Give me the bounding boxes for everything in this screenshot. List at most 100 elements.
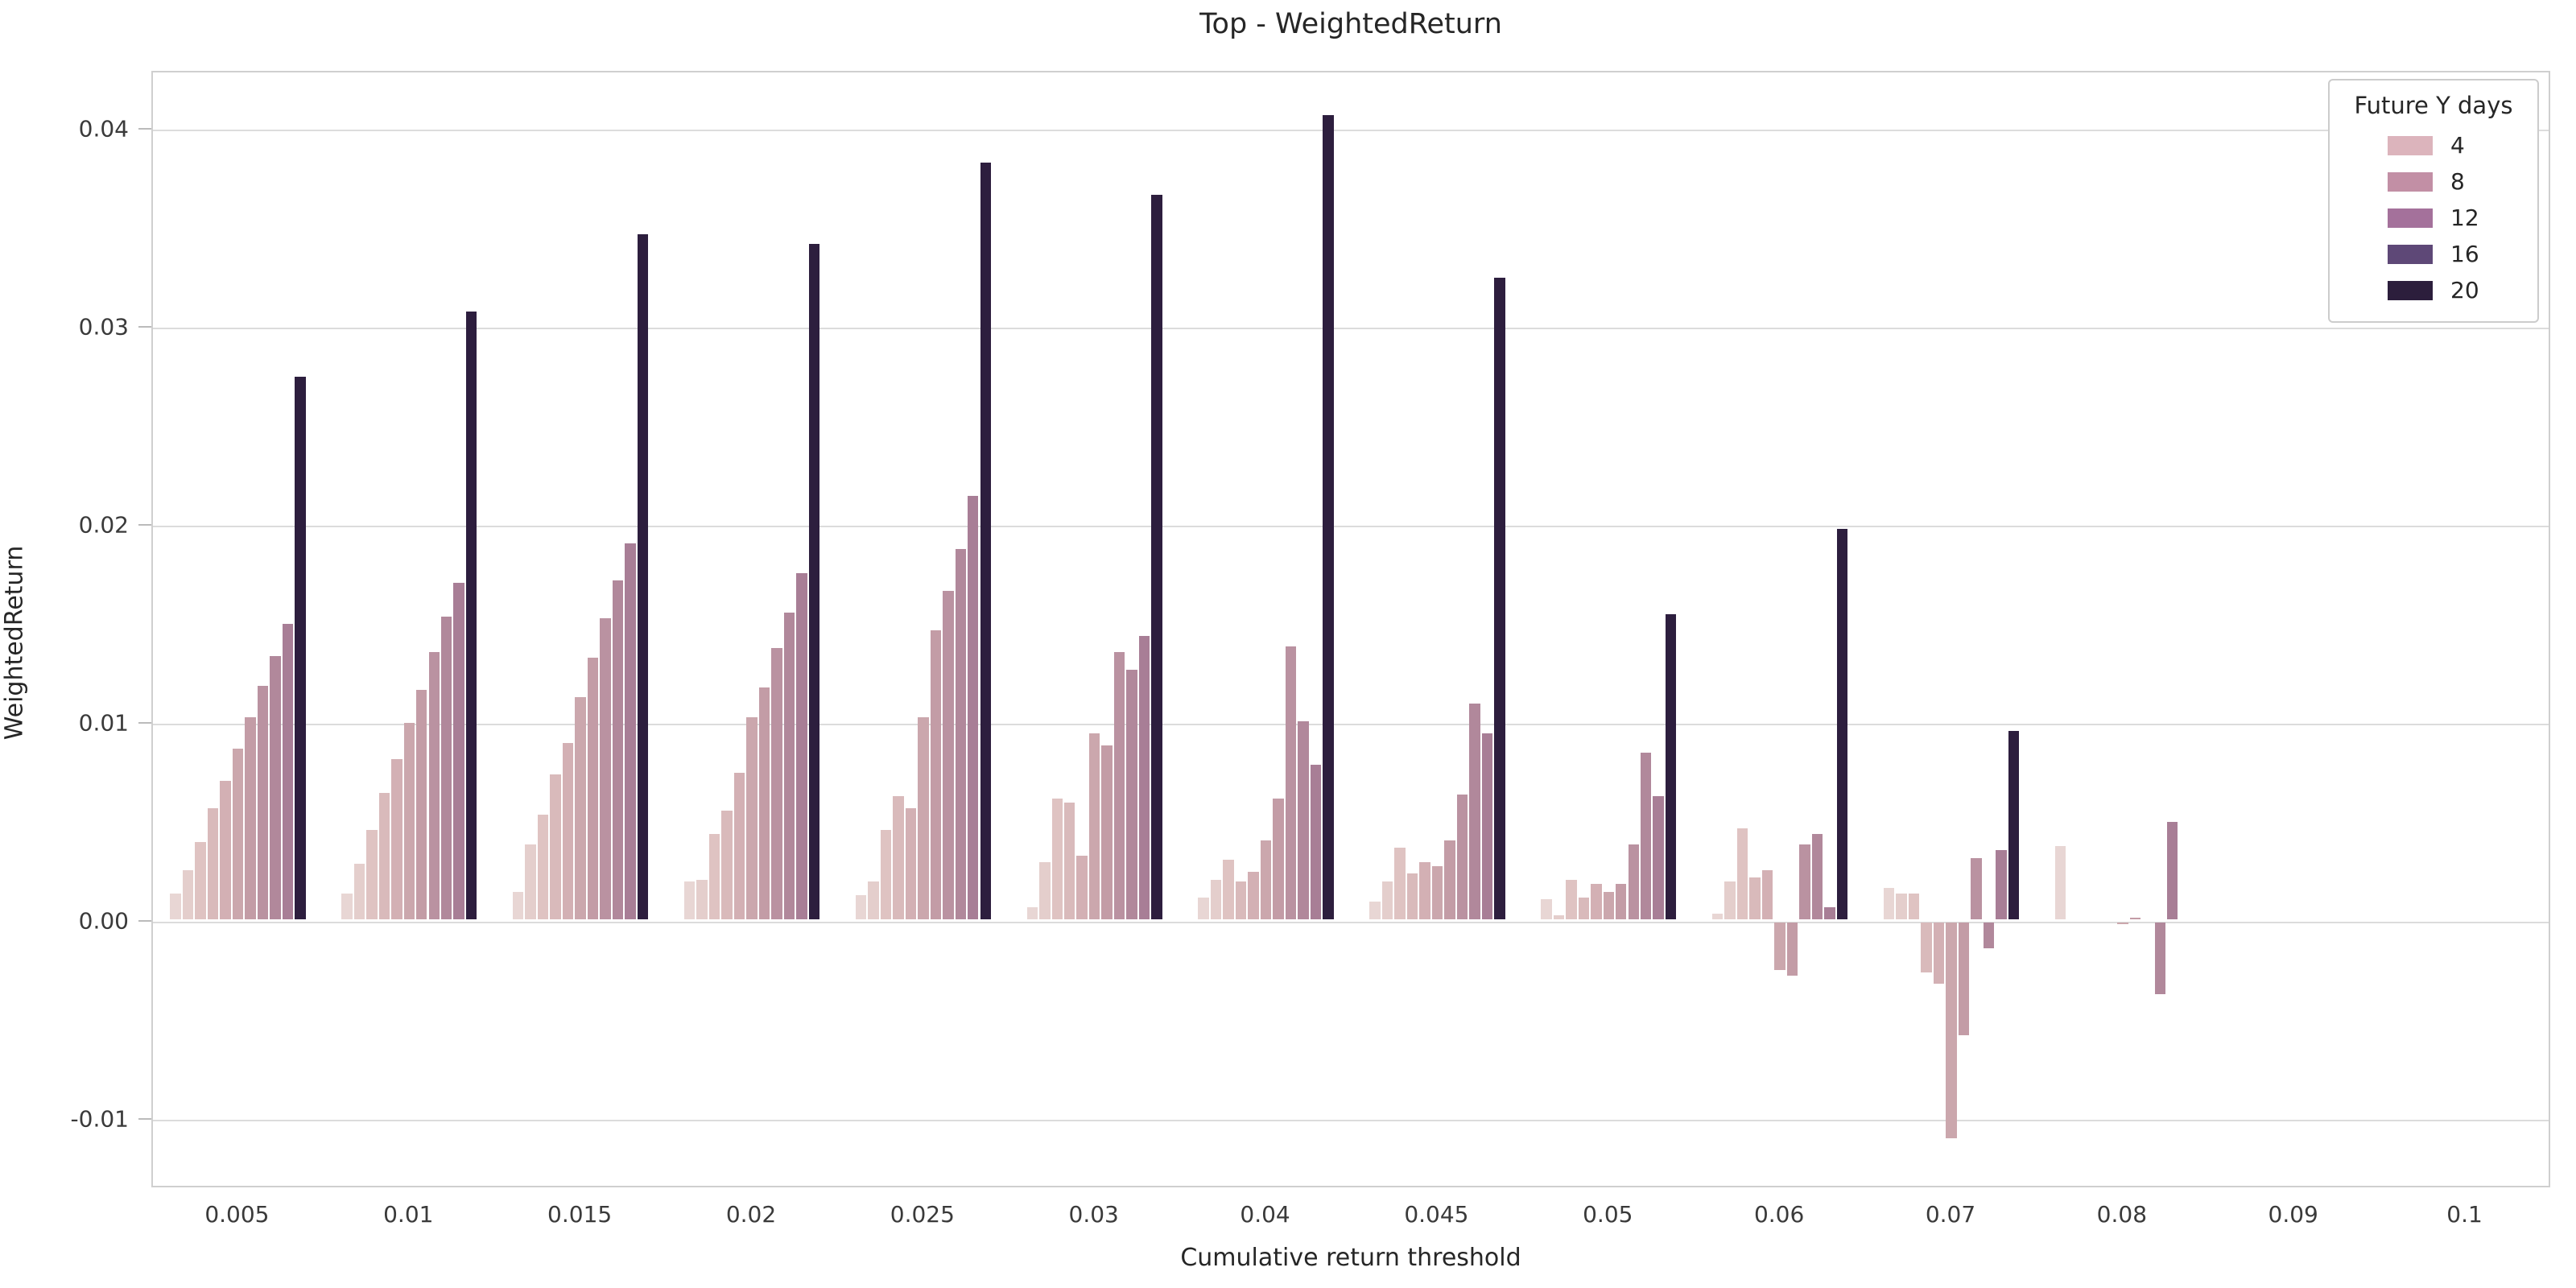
bar-days-20	[637, 233, 649, 919]
bar-days-3	[708, 834, 720, 919]
bar-days-20	[980, 163, 991, 919]
bar-group-0.04	[1198, 72, 1335, 1186]
bar-days-1	[1369, 901, 1381, 919]
legend: Future Y days 4 8 12 16 20	[2328, 79, 2539, 323]
x-tick-label: 0.03	[1068, 1201, 1119, 1228]
bar-days-9	[2154, 923, 2166, 994]
bar-group-0.03	[1026, 72, 1164, 1186]
x-tick-label: 0.08	[2096, 1201, 2148, 1228]
bar-days-5	[905, 808, 917, 919]
bar-days-1	[1198, 897, 1209, 919]
bar-group-0.05	[1541, 72, 1678, 1186]
bar-days-4	[1235, 881, 1247, 919]
bar-days-20	[1151, 194, 1162, 919]
bar-days-6	[1946, 923, 1957, 1139]
y-tick-label: 0.03	[78, 313, 129, 341]
bar-days-3	[195, 842, 206, 919]
bar-days-7	[587, 658, 599, 919]
x-tick-label: 0.05	[1583, 1201, 1633, 1228]
bar-days-9	[1298, 721, 1309, 919]
x-tick-label: 0.045	[1404, 1201, 1469, 1228]
bar-days-9	[1469, 703, 1480, 919]
legend-swatch	[2388, 171, 2433, 192]
bar-days-3	[1223, 860, 1234, 919]
y-tick-label: -0.01	[70, 1105, 129, 1133]
bar-days-9	[955, 548, 967, 919]
bar-days-4	[1921, 923, 1932, 972]
bar-days-20	[1494, 277, 1505, 919]
bar-days-20	[1323, 115, 1334, 919]
gridline	[153, 922, 2549, 923]
bar-days-6	[746, 717, 758, 919]
bar-days-20	[2008, 731, 2020, 919]
bar-days-10	[1996, 849, 2007, 919]
gridline	[153, 1120, 2549, 1121]
bar-days-5	[391, 758, 402, 919]
bar-days-3	[1736, 828, 1748, 919]
bar-days-1	[1712, 913, 1724, 919]
bar-days-8	[1628, 844, 1639, 919]
legend-entry-4: 4	[2330, 127, 2537, 163]
bar-days-10	[625, 543, 636, 919]
legend-entry-20: 20	[2330, 272, 2537, 308]
bar-days-9	[1983, 923, 1995, 948]
bar-days-5	[1591, 883, 1602, 919]
bar-days-8	[1971, 857, 1982, 919]
bar-days-10	[796, 572, 807, 919]
bar-days-6	[1260, 840, 1272, 919]
bar-days-20	[295, 376, 306, 919]
bar-days-1	[683, 881, 696, 919]
bar-days-4	[207, 808, 219, 919]
legend-swatch	[2388, 244, 2433, 264]
bar-days-2	[1553, 915, 1565, 919]
bar-days-2	[1896, 894, 1907, 919]
y-tick-mark	[138, 326, 151, 328]
bar-days-1	[170, 894, 181, 919]
y-tick-mark	[138, 128, 151, 130]
bar-days-5	[562, 743, 574, 919]
bar-days-10	[1138, 636, 1150, 919]
bar-days-2	[696, 879, 708, 919]
bar-days-2	[182, 869, 194, 919]
y-tick-mark	[138, 1118, 151, 1120]
legend-swatch	[2388, 208, 2433, 228]
bar-days-4	[1406, 873, 1418, 919]
bar-group-0.02	[683, 72, 821, 1186]
x-tick-label: 0.1	[2446, 1201, 2483, 1228]
bar-days-10	[2167, 822, 2178, 919]
bar-days-4	[1064, 802, 1075, 919]
bar-days-2	[1381, 881, 1393, 919]
legend-label: 4	[2450, 132, 2465, 159]
bar-days-7	[1958, 923, 1970, 1036]
bar-days-5	[1076, 856, 1088, 919]
bar-days-7	[1616, 883, 1627, 919]
bar-days-8	[943, 590, 954, 919]
bar-days-7	[1444, 840, 1455, 919]
x-tick-label: 0.01	[383, 1201, 434, 1228]
bar-days-10	[1310, 765, 1322, 919]
bar-days-7	[416, 689, 427, 919]
bar-days-6	[1774, 923, 1785, 971]
x-tick-label: 0.02	[725, 1201, 777, 1228]
bar-days-20	[1836, 529, 1848, 919]
bar-days-4	[1578, 897, 1590, 919]
legend-entry-8: 8	[2330, 163, 2537, 200]
bar-days-4	[893, 796, 904, 919]
legend-label: 20	[2450, 277, 2479, 303]
bar-days-1	[1883, 887, 1895, 919]
bar-days-8	[771, 647, 782, 919]
legend-entry-12: 12	[2330, 200, 2537, 236]
x-tick-label: 0.06	[1753, 1201, 1805, 1228]
bar-days-3	[366, 830, 378, 919]
gridline	[153, 328, 2549, 329]
gridline	[153, 724, 2549, 725]
bar-days-4	[550, 774, 561, 919]
bar-days-9	[270, 655, 281, 919]
bar-days-3	[1394, 848, 1406, 919]
bar-days-2	[525, 844, 536, 919]
bar-days-10	[1653, 796, 1664, 919]
bar-group-0.07	[1883, 72, 2021, 1186]
bar-days-1	[855, 895, 867, 919]
bar-days-9	[612, 580, 624, 919]
x-tick-label: 0.04	[1240, 1201, 1290, 1228]
